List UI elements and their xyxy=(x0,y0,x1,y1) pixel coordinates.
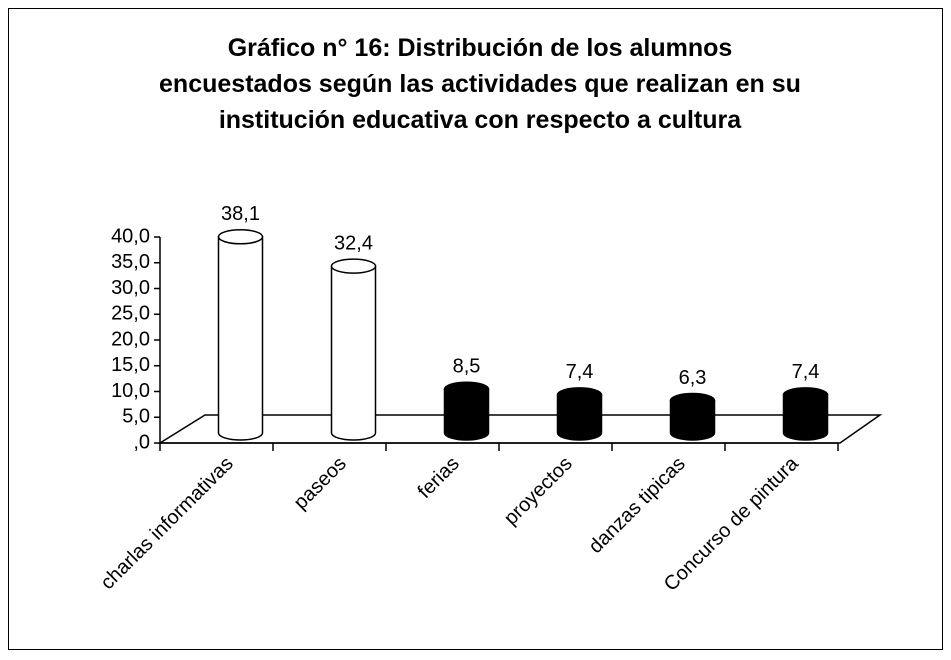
value-label: 32,4 xyxy=(334,232,373,254)
bar-top xyxy=(330,258,377,274)
chart-frame xyxy=(8,8,943,650)
x-tick-label: proyectos xyxy=(500,453,577,530)
bar xyxy=(217,236,264,441)
x-tick-label: paseos xyxy=(290,453,351,514)
bar xyxy=(556,394,603,441)
bar xyxy=(443,388,490,441)
value-label: 38,1 xyxy=(221,203,260,225)
value-label: 8,5 xyxy=(453,356,481,378)
y-tick-label: 15,0 xyxy=(111,354,150,376)
y-tick-label: 30,0 xyxy=(111,277,150,299)
y-tick-label: 35,0 xyxy=(111,251,150,273)
y-tick-label: 40,0 xyxy=(111,225,150,247)
x-tick-label: danzas tipicas xyxy=(585,453,690,558)
y-tick-label: 5,0 xyxy=(122,406,150,428)
value-label: 7,4 xyxy=(566,361,594,383)
bar-top xyxy=(217,229,264,245)
bar-top xyxy=(443,381,490,397)
y-tick-label: ,0 xyxy=(133,431,150,453)
bar xyxy=(669,399,716,441)
x-tick-label: ferias xyxy=(414,453,464,503)
value-label: 6,3 xyxy=(679,367,707,389)
bar-top xyxy=(556,387,603,403)
bar xyxy=(782,394,829,441)
y-tick-label: 20,0 xyxy=(111,328,150,350)
y-tick-label: 10,0 xyxy=(111,380,150,402)
chart-title: Gráfico n° 16: Distribución de los alumn… xyxy=(159,34,801,134)
bar-top xyxy=(782,387,829,403)
value-label: 7,4 xyxy=(792,361,820,383)
bar xyxy=(330,265,377,441)
x-tick-label: charlas informativas xyxy=(96,453,237,594)
y-tick-label: 25,0 xyxy=(111,303,150,325)
bar-top xyxy=(669,392,716,409)
floor xyxy=(157,414,883,444)
